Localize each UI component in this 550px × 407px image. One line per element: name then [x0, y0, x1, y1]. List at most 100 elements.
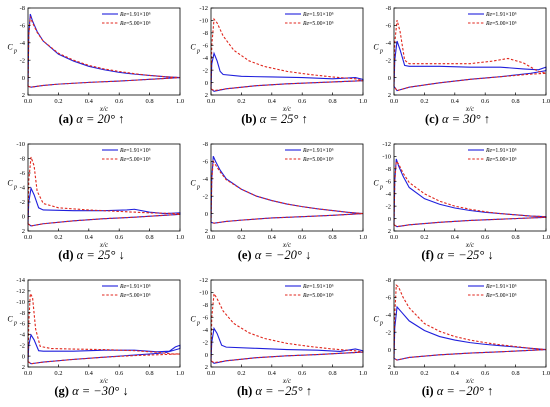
y-tick-label: 2	[22, 92, 25, 99]
x-tick-label: 0.2	[54, 98, 62, 105]
y-tick-label: -14	[16, 277, 25, 284]
x-tick-label: 0.4	[451, 234, 460, 241]
chart-plot: 0.0 0.2 0.4 0.6 0.8 1.0 -8 -6 -4 -2 0 2 x/c C p Re=1.91…	[7, 5, 184, 113]
x-axis-label: x/c	[282, 377, 292, 385]
x-tick-label: 0.6	[115, 370, 124, 377]
y-axis-label: C	[190, 315, 196, 324]
y-axis-subscript: p	[379, 185, 383, 191]
series-line	[393, 160, 547, 228]
y-tick-label: -8	[20, 310, 25, 317]
x-tick-label: 0.8	[146, 98, 154, 105]
x-tick-label: 1.0	[176, 370, 184, 377]
panel-caption: (e) α = −20° ↓	[183, 248, 366, 263]
y-tick-label: -4	[203, 55, 209, 62]
y-tick-label: 2	[22, 228, 25, 235]
y-tick-label: -4	[203, 176, 209, 183]
axes-frame	[393, 143, 547, 232]
y-tick-label: 0	[205, 211, 208, 218]
x-tick-label: 0.0	[390, 370, 398, 377]
chart-plot: 0.0 0.2 0.4 0.6 0.8 1.0 -8 -6 -4 -2 0 2 x/c C p Re=1.91…	[373, 5, 550, 113]
y-tick-label: -4	[386, 312, 392, 319]
y-tick-label: -10	[199, 18, 208, 25]
y-tick-label: -4	[20, 332, 26, 339]
chart-plot: 0.0 0.2 0.4 0.6 0.8 1.0 -12 -10 -8 -6 -4 -2 0 2 x/c C p R…	[373, 141, 550, 249]
panel-caption: (h) α = −25° ↑	[183, 384, 366, 399]
y-axis-label: C	[373, 43, 379, 52]
panel-caption: (c) α = 30° ↑	[366, 112, 549, 127]
series-line	[27, 186, 181, 227]
legend-label: Re=5.00×10⁶	[485, 157, 517, 163]
y-tick-label: 2	[388, 92, 391, 99]
x-tick-label: 0.6	[298, 370, 307, 377]
x-tick-label: 1.0	[176, 234, 184, 241]
x-tick-label: 0.2	[420, 234, 428, 241]
y-tick-label: -6	[386, 295, 392, 302]
x-tick-label: 0.6	[115, 98, 124, 105]
panel-label: (d)	[58, 248, 77, 262]
legend-label: Re=5.00×10⁶	[119, 293, 151, 299]
x-tick-label: 0.2	[420, 98, 428, 105]
legend-label: Re=1.91×10⁶	[485, 284, 517, 290]
x-tick-label: 0.6	[115, 234, 124, 241]
x-tick-label: 0.0	[390, 234, 398, 241]
series-line	[210, 159, 364, 224]
x-tick-label: 0.4	[268, 370, 277, 377]
x-tick-label: 0.2	[237, 370, 245, 377]
y-tick-label: -10	[382, 154, 391, 161]
x-tick-label: 0.0	[24, 234, 32, 241]
y-tick-label: -12	[199, 5, 208, 12]
panel-label: (g)	[54, 384, 73, 398]
x-tick-label: 0.0	[207, 98, 215, 105]
legend-label: Re=5.00×10⁶	[302, 293, 334, 299]
axes-frame	[27, 143, 181, 232]
y-tick-label: -6	[386, 178, 392, 185]
x-tick-label: 0.8	[512, 370, 520, 377]
x-tick-label: 0.4	[268, 234, 277, 241]
series-line	[27, 291, 181, 365]
chart-plot: 0.0 0.2 0.4 0.6 0.8 1.0 -10 -8 -6 -4 -2 0 2 x/c C p Re=1…	[7, 141, 184, 249]
x-axis-label: x/c	[99, 241, 109, 249]
y-tick-label: -2	[386, 57, 391, 64]
y-tick-label: -8	[20, 156, 25, 163]
y-axis-subscript: p	[379, 49, 383, 55]
chart-plot: 0.0 0.2 0.4 0.6 0.8 1.0 -12 -10 -8 -6 -4 -2 0 2 x/c C p R…	[190, 277, 367, 385]
y-tick-label: -8	[386, 5, 391, 12]
x-tick-label: 0.6	[481, 98, 490, 105]
y-axis-subscript: p	[196, 321, 200, 327]
y-tick-label: -4	[20, 40, 26, 47]
y-tick-label: 0	[22, 214, 25, 221]
y-tick-label: -4	[20, 185, 26, 192]
y-tick-label: -2	[203, 67, 208, 74]
y-tick-label: -8	[203, 302, 208, 309]
legend-label: Re=1.91×10⁶	[119, 12, 151, 18]
legend-label: Re=5.00×10⁶	[485, 21, 517, 27]
x-tick-label: 0.4	[85, 370, 94, 377]
axes-frame	[210, 7, 364, 96]
x-axis-label: x/c	[465, 241, 475, 249]
series-line	[393, 284, 547, 361]
x-tick-label: 0.4	[85, 234, 94, 241]
x-tick-label: 0.8	[329, 234, 337, 241]
y-axis-label: C	[373, 315, 379, 324]
legend-label: Re=1.91×10⁶	[302, 12, 334, 18]
axes-frame	[210, 143, 364, 232]
y-tick-label: -4	[203, 327, 209, 334]
x-axis-label: x/c	[282, 241, 292, 249]
y-tick-label: -6	[203, 42, 209, 49]
y-tick-label: -12	[16, 288, 25, 295]
x-tick-label: 0.0	[390, 98, 398, 105]
x-tick-label: 0.8	[146, 370, 154, 377]
series-line	[27, 156, 181, 227]
x-tick-label: 0.6	[481, 370, 490, 377]
x-tick-label: 1.0	[542, 98, 550, 105]
y-axis-subscript: p	[13, 49, 17, 55]
y-tick-label: -4	[386, 191, 392, 198]
x-axis-label: x/c	[99, 377, 109, 385]
chart-plot: 0.0 0.2 0.4 0.6 0.8 1.0 -8 -6 -4 -2 0 2 x/c C p Re=1.91…	[373, 277, 550, 385]
panel-label: (e)	[237, 248, 255, 262]
series-line	[393, 305, 547, 361]
